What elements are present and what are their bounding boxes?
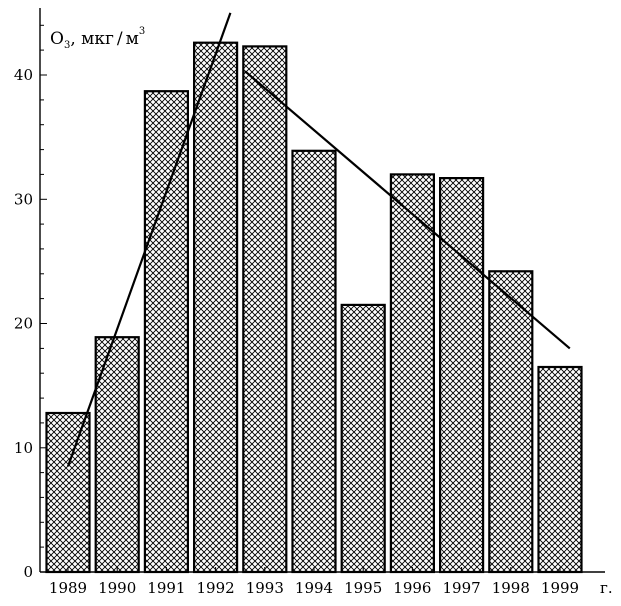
bar-1997 — [439, 177, 485, 574]
x-axis-unit: г. — [600, 579, 613, 597]
bar-1989 — [45, 411, 91, 574]
axes-group: 0 10 20 30 40 1989 1990 1991 1992 1993 1994 1995 199… — [14, 8, 613, 597]
x-tick-label: 1995 — [344, 579, 382, 597]
x-tick-label: 1994 — [295, 579, 333, 597]
x-tick-label: 1996 — [393, 579, 431, 597]
bar-1993 — [242, 45, 288, 574]
bar-1991 — [143, 90, 189, 574]
bars-group — [45, 41, 583, 574]
y-axis-label-group: O3, мкг / м3 — [50, 26, 145, 51]
bar-1999 — [537, 365, 583, 574]
bar-1995 — [340, 303, 386, 574]
bar-1990 — [94, 336, 140, 574]
bar-1994 — [291, 149, 337, 574]
y-tick-label: 30 — [14, 190, 33, 208]
x-tick-label: 1993 — [246, 579, 284, 597]
x-tick-label: 1991 — [147, 579, 185, 597]
x-tick-label: 1997 — [443, 579, 481, 597]
x-tick-label: 1998 — [492, 579, 530, 597]
trend-lines-group — [66, 12, 571, 467]
y-tick-label: 10 — [14, 439, 33, 457]
trend-line-2 — [244, 70, 571, 350]
y-tick-label: 20 — [14, 315, 33, 333]
y-tick-label: 0 — [23, 563, 33, 581]
bar-1992 — [193, 41, 239, 574]
bar-1998 — [488, 270, 534, 574]
x-tick-label: 1990 — [98, 579, 136, 597]
x-tick-label: 1999 — [541, 579, 579, 597]
trend-line-1 — [66, 12, 232, 467]
y-tick-label: 40 — [14, 66, 33, 84]
x-tick-label: 1989 — [49, 579, 87, 597]
bar-1996 — [389, 173, 435, 574]
x-tick-label: 1992 — [197, 579, 235, 597]
y-axis-label: O3, мкг / м3 — [50, 26, 145, 51]
